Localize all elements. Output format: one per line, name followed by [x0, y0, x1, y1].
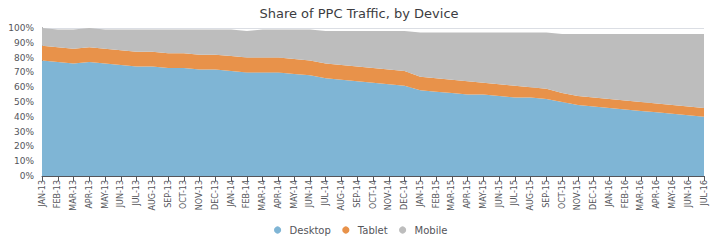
svg-text:JAN-14: JAN-14	[227, 180, 236, 208]
svg-text:MAY-16: MAY-16	[668, 180, 677, 209]
svg-text:20%: 20%	[14, 141, 34, 151]
svg-text:30%: 30%	[14, 127, 34, 137]
svg-text:10%: 10%	[14, 156, 34, 166]
svg-text:DEC-14: DEC-14	[400, 180, 409, 210]
svg-text:80%: 80%	[14, 53, 34, 63]
svg-text:NOV-13: NOV-13	[195, 180, 204, 210]
svg-text:50%: 50%	[14, 97, 34, 107]
svg-text:AUG-13: AUG-13	[148, 180, 157, 211]
svg-text:JUN-14: JUN-14	[305, 180, 314, 208]
svg-text:Tablet: Tablet	[357, 225, 388, 236]
svg-text:DEC-15: DEC-15	[589, 180, 598, 210]
svg-text:OCT-14: OCT-14	[369, 180, 378, 209]
svg-text:JUL-14: JUL-14	[321, 180, 330, 207]
svg-text:0%: 0%	[20, 171, 35, 181]
svg-text:DEC-13: DEC-13	[211, 180, 220, 210]
svg-text:MAR-16: MAR-16	[636, 180, 645, 211]
svg-text:JUL-15: JUL-15	[510, 180, 519, 207]
svg-text:SEP-14: SEP-14	[353, 180, 362, 208]
svg-text:60%: 60%	[14, 82, 34, 92]
svg-text:FEB-15: FEB-15	[432, 180, 441, 208]
svg-text:Mobile: Mobile	[415, 225, 448, 236]
svg-text:JUN-15: JUN-15	[495, 180, 504, 208]
svg-text:MAY-14: MAY-14	[290, 180, 299, 209]
svg-text:MAY-13: MAY-13	[101, 180, 110, 209]
svg-text:NOV-14: NOV-14	[384, 180, 393, 210]
svg-text:MAR-15: MAR-15	[447, 180, 456, 211]
svg-text:90%: 90%	[14, 38, 34, 48]
svg-text:SEP-15: SEP-15	[542, 180, 551, 208]
svg-text:Share of PPC Traffic, by Devic: Share of PPC Traffic, by Device	[259, 6, 458, 21]
svg-text:APR-16: APR-16	[652, 180, 661, 209]
svg-text:MAR-13: MAR-13	[69, 180, 78, 211]
svg-text:AUG-15: AUG-15	[526, 180, 535, 211]
svg-text:FEB-13: FEB-13	[53, 180, 62, 208]
svg-text:OCT-13: OCT-13	[179, 180, 188, 209]
svg-text:OCT-15: OCT-15	[558, 180, 567, 209]
svg-text:JUL-13: JUL-13	[132, 180, 141, 207]
svg-text:MAR-14: MAR-14	[258, 180, 267, 211]
svg-text:AUG-14: AUG-14	[337, 180, 346, 211]
svg-text:JUL-16: JUL-16	[700, 180, 709, 207]
svg-text:APR-14: APR-14	[274, 180, 283, 209]
svg-text:FEB-16: FEB-16	[621, 180, 630, 208]
svg-text:FEB-14: FEB-14	[242, 180, 251, 208]
svg-text:JAN-16: JAN-16	[605, 180, 614, 208]
svg-text:70%: 70%	[14, 67, 34, 77]
svg-text:100%: 100%	[8, 23, 34, 33]
svg-text:NOV-15: NOV-15	[573, 180, 582, 210]
svg-text:JUN-13: JUN-13	[116, 180, 125, 208]
svg-text:Desktop: Desktop	[290, 225, 331, 236]
svg-text:SEP-13: SEP-13	[164, 180, 173, 208]
svg-text:JUN-16: JUN-16	[684, 180, 693, 208]
svg-text:MAY-15: MAY-15	[479, 180, 488, 209]
svg-text:JAN-13: JAN-13	[38, 180, 47, 208]
svg-text:40%: 40%	[14, 112, 34, 122]
svg-text:JAN-15: JAN-15	[416, 180, 425, 208]
svg-text:APR-13: APR-13	[85, 180, 94, 209]
svg-text:APR-15: APR-15	[463, 180, 472, 209]
